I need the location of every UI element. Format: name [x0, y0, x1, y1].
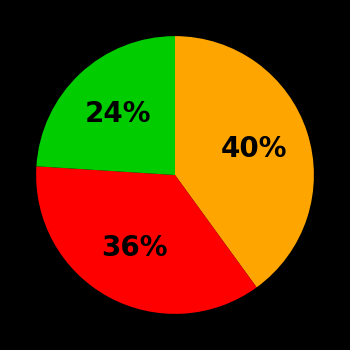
- Text: 40%: 40%: [221, 135, 287, 163]
- Text: 24%: 24%: [85, 100, 151, 128]
- Wedge shape: [36, 166, 257, 314]
- Wedge shape: [36, 36, 175, 175]
- Wedge shape: [175, 36, 314, 287]
- Text: 36%: 36%: [102, 234, 168, 262]
